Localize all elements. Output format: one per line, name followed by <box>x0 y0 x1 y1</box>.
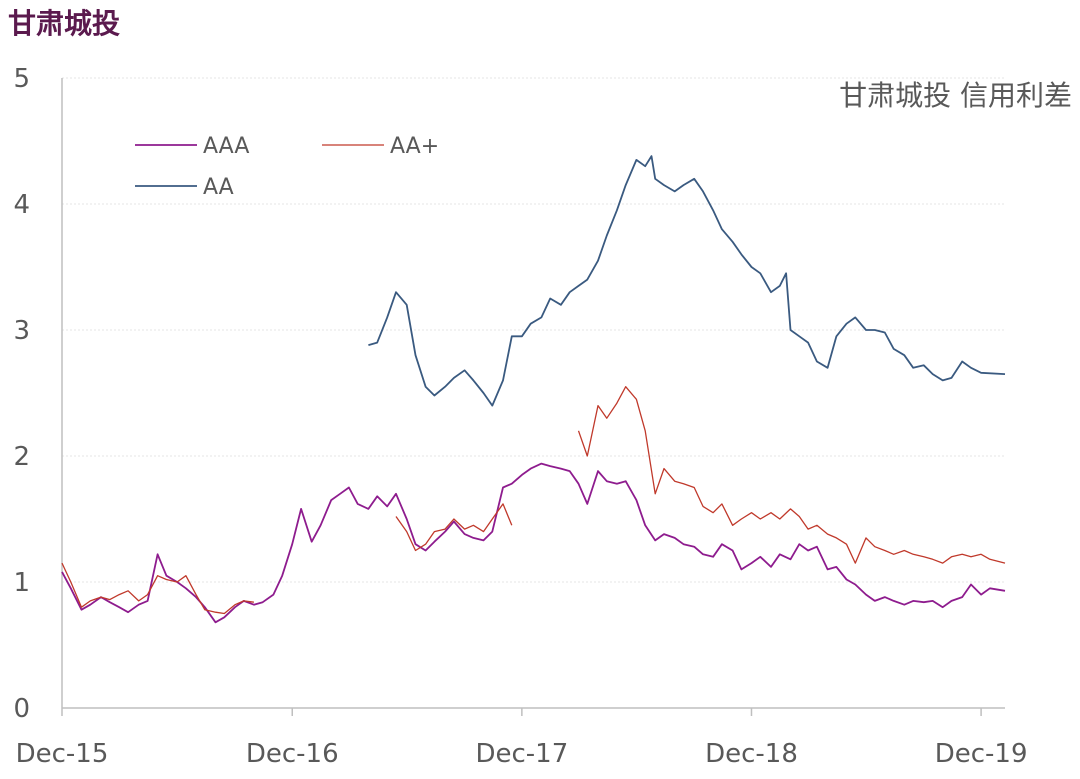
x-tick-label: Dec-19 <box>935 739 1028 769</box>
y-tick-label: 0 <box>13 694 30 724</box>
x-tick-label: Dec-16 <box>246 739 339 769</box>
legend-label: AA+ <box>390 134 439 159</box>
series-line-aaplus <box>577 386 1006 564</box>
gridlines <box>62 77 1005 583</box>
axes <box>61 78 1005 716</box>
y-tick-label: 4 <box>13 190 30 220</box>
series-lines <box>61 155 1006 624</box>
page-title: 甘肃城投 <box>8 7 121 40</box>
series-line-aa <box>368 155 1006 407</box>
y-tick-labels: 0 1 2 3 4 5 <box>13 64 30 724</box>
y-tick-label: 5 <box>13 64 30 94</box>
y-tick-label: 3 <box>13 316 30 346</box>
y-tick-label: 2 <box>13 442 30 472</box>
y-tick-label: 1 <box>13 568 30 598</box>
x-tick-label: Dec-17 <box>475 739 568 769</box>
legend-label: AAA <box>203 134 249 159</box>
chart-title: 甘肃城投 信用利差 <box>839 79 1072 112</box>
x-tick-labels: Dec-15 Dec-16 Dec-17 Dec-18 Dec-19 <box>16 739 1028 769</box>
x-tick-label: Dec-15 <box>16 739 109 769</box>
series-line-aaplus <box>395 503 513 552</box>
series-line-aaplus <box>61 562 254 615</box>
series-line-aaa <box>61 462 1006 624</box>
legend: AAA AA+ AA <box>135 134 439 200</box>
legend-label: AA <box>203 175 234 200</box>
x-tick-label: Dec-18 <box>705 739 798 769</box>
